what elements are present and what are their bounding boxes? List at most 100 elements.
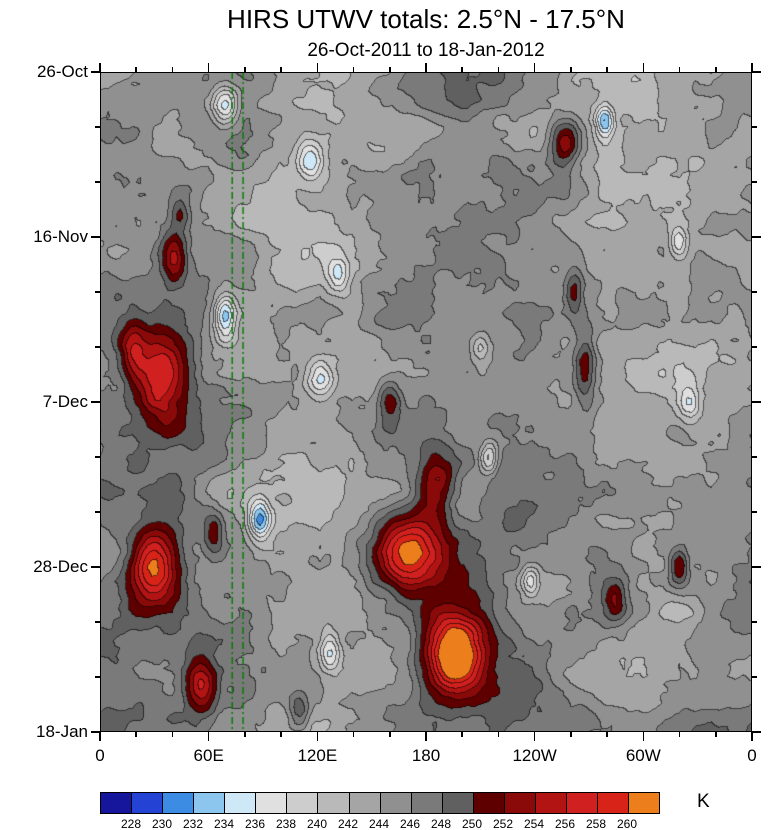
axis-tick bbox=[533, 63, 536, 72]
axis-tick bbox=[91, 731, 100, 733]
axis-tick bbox=[751, 63, 753, 72]
axis-tick bbox=[91, 236, 100, 238]
axis-tick bbox=[135, 67, 137, 72]
axis-tick bbox=[95, 511, 100, 513]
axis-tick bbox=[715, 67, 717, 72]
colorbar-tick-label: 236 bbox=[244, 817, 266, 830]
axis-tick bbox=[95, 181, 100, 183]
axis-tick bbox=[207, 732, 210, 741]
axis-tick bbox=[316, 63, 319, 72]
axis-tick bbox=[425, 63, 427, 72]
colorbar-tick-label: 238 bbox=[275, 817, 297, 830]
axis-tick bbox=[316, 732, 319, 741]
colorbar-swatch bbox=[349, 793, 381, 813]
axis-tick bbox=[752, 621, 757, 623]
axis-tick bbox=[95, 456, 100, 458]
colorbar-tick-label: 242 bbox=[337, 817, 359, 830]
y-tick-label: 7-Dec bbox=[42, 392, 88, 411]
chart-title: HIRS UTWV totals: 2.5°N - 17.5°N bbox=[227, 4, 625, 34]
axis-tick bbox=[389, 67, 391, 72]
colorbar-tick-label: 246 bbox=[399, 817, 421, 830]
heatmap-canvas bbox=[100, 72, 752, 732]
colorbar-swatch bbox=[504, 793, 536, 813]
colorbar-tick-label: 232 bbox=[182, 817, 204, 830]
axis-tick bbox=[352, 732, 355, 737]
colorbar-tick-label: 252 bbox=[492, 817, 514, 830]
colorbar bbox=[100, 792, 660, 814]
axis-tick bbox=[244, 67, 246, 72]
axis-tick bbox=[752, 731, 761, 733]
x-tick-label: 0 bbox=[747, 746, 757, 765]
colorbar-swatch bbox=[101, 793, 133, 813]
axis-tick bbox=[461, 67, 463, 72]
axis-tick bbox=[642, 63, 645, 72]
x-tick-label: 60W bbox=[625, 746, 661, 765]
colorbar-swatch bbox=[442, 793, 474, 813]
colorbar-tick-label: 240 bbox=[306, 817, 328, 830]
axis-tick bbox=[752, 511, 757, 513]
colorbar-swatch bbox=[287, 793, 319, 813]
axis-tick bbox=[752, 566, 761, 568]
x-tick-label: 120W bbox=[512, 746, 557, 765]
colorbar-swatch bbox=[318, 793, 350, 813]
axis-tick bbox=[752, 181, 757, 183]
colorbar-swatch bbox=[535, 793, 567, 813]
colorbar-tick-label: 254 bbox=[523, 817, 545, 830]
colorbar-swatch bbox=[380, 793, 412, 813]
axis-tick bbox=[752, 401, 761, 403]
x-tick-label: 180 bbox=[411, 746, 441, 765]
axis-tick bbox=[752, 676, 757, 678]
colorbar-units-label: K bbox=[697, 791, 710, 812]
colorbar-tick-label: 256 bbox=[554, 817, 576, 830]
axis-tick bbox=[135, 732, 137, 737]
colorbar-tick-label: 260 bbox=[616, 817, 638, 830]
axis-tick bbox=[207, 63, 210, 72]
colorbar-swatch bbox=[225, 793, 257, 813]
axis-tick bbox=[99, 732, 101, 741]
colorbar-tick-label: 234 bbox=[213, 817, 235, 830]
axis-tick bbox=[280, 67, 282, 72]
colorbar-swatch bbox=[163, 793, 195, 813]
axis-tick bbox=[678, 732, 681, 737]
axis-tick bbox=[497, 732, 500, 737]
axis-tick bbox=[570, 732, 572, 737]
axis-tick bbox=[425, 732, 427, 741]
axis-tick bbox=[715, 732, 717, 737]
axis-tick bbox=[99, 63, 101, 72]
x-tick-label: 0 bbox=[95, 746, 105, 765]
colorbar-tick-label: 258 bbox=[585, 817, 607, 830]
colorbar-tick-label: 248 bbox=[430, 817, 452, 830]
axis-tick bbox=[570, 67, 572, 72]
y-tick-label: 28-Dec bbox=[33, 557, 88, 576]
colorbar-swatch bbox=[566, 793, 598, 813]
axis-tick bbox=[95, 126, 100, 128]
axis-tick bbox=[752, 346, 757, 348]
colorbar-swatch bbox=[598, 793, 630, 813]
axis-tick bbox=[95, 676, 100, 678]
colorbar-swatch bbox=[411, 793, 443, 813]
x-tick-label: 120E bbox=[297, 746, 338, 765]
axis-tick bbox=[244, 732, 246, 737]
axis-tick bbox=[751, 732, 753, 741]
axis-tick bbox=[171, 67, 174, 72]
axis-tick bbox=[752, 456, 757, 458]
y-tick-label: 16-Nov bbox=[33, 227, 88, 246]
axis-tick bbox=[171, 732, 174, 737]
axis-tick bbox=[642, 732, 645, 741]
y-tick-label: 18-Jan bbox=[36, 722, 88, 741]
axis-tick bbox=[352, 67, 355, 72]
axis-tick bbox=[497, 67, 500, 72]
axis-tick bbox=[752, 291, 757, 293]
axis-tick bbox=[752, 126, 757, 128]
axis-tick bbox=[91, 566, 100, 568]
colorbar-swatch bbox=[473, 793, 505, 813]
axis-tick bbox=[606, 732, 608, 737]
axis-tick bbox=[91, 71, 100, 73]
colorbar-tick-label: 244 bbox=[368, 817, 390, 830]
axis-tick bbox=[280, 732, 282, 737]
axis-tick bbox=[389, 732, 391, 737]
colorbar-swatch bbox=[629, 793, 660, 813]
axis-tick bbox=[752, 236, 761, 238]
axis-tick bbox=[461, 732, 463, 737]
